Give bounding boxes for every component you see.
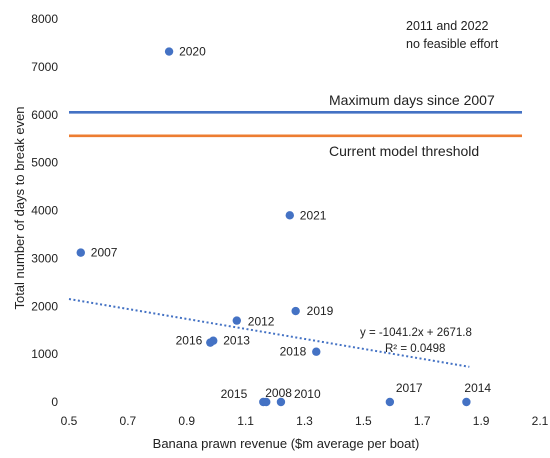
x-tick-label: 0.5 [61,414,78,428]
max-days-label: Maximum days since 2007 [329,92,495,108]
model-threshold-label: Current model threshold [329,143,479,159]
x-tick-label: 1.5 [355,414,372,428]
y-tick-label: 1000 [31,347,58,361]
data-point-2018 [312,347,321,356]
trendline-r-squared: R² = 0.0498 [385,343,445,355]
trendline-group [68,298,470,368]
data-point-2008 [262,397,271,407]
x-axis-ticks: 0.5 0.7 0.9 1.1 1.3 1.5 1.7 1.9 2.1 [61,414,549,428]
point-label-2018: 2018 [280,345,307,359]
data-point-2014 [462,397,471,407]
point-label-2013: 2013 [223,334,250,348]
x-tick-label: 1.7 [414,414,431,428]
y-tick-label: 3000 [31,251,58,265]
x-tick-label: 2.1 [532,414,549,428]
trendline-equation: y = -1041.2x + 2671.8 [360,327,472,339]
x-tick-label: 1.3 [296,414,313,428]
point-labels: 2007 2020 2012 2016 2013 2021 2019 2018 2015 2008… [91,45,492,401]
data-point-2013 [209,336,218,345]
trendline [68,298,470,368]
x-tick-label: 0.7 [120,414,137,428]
x-tick-label: 0.9 [178,414,195,428]
y-tick-label: 5000 [31,156,58,170]
data-point-2007 [76,248,85,257]
annotation-line-2: no feasible effort [406,37,499,51]
x-axis-title: Banana prawn revenue ($m average per boa… [153,436,420,451]
y-tick-label: 7000 [31,60,58,74]
point-label-2020: 2020 [179,45,206,59]
x-tick-label: 1.9 [473,414,490,428]
reference-lines [69,111,522,138]
point-label-2016: 2016 [176,334,203,348]
y-tick-label: 8000 [31,12,58,26]
y-tick-label: 2000 [31,299,58,313]
point-label-2014: 2014 [464,381,491,395]
data-point-2019 [291,306,300,316]
y-axis-ticks: 0 1000 2000 3000 4000 5000 6000 7000 8000 [31,12,58,409]
x-tick-label: 1.1 [237,414,254,428]
y-tick-label: 0 [51,395,58,409]
point-label-2007: 2007 [91,246,118,260]
point-label-2019: 2019 [307,304,334,318]
data-point-2012 [232,316,241,325]
y-tick-label: 6000 [31,108,58,122]
data-point-2021 [285,211,294,220]
y-axis-title: Total number of days to break even [12,106,27,309]
point-label-2017: 2017 [396,381,423,395]
data-point-2020 [164,47,174,56]
point-label-2010: 2010 [294,387,321,401]
y-tick-label: 4000 [31,204,58,218]
data-points [76,47,471,407]
point-label-2021: 2021 [300,208,327,222]
annotation-line-1: 2011 and 2022 [406,19,489,33]
data-point-2017 [385,397,395,407]
point-label-2012: 2012 [248,315,275,329]
point-label-2008: 2008 [265,386,292,400]
data-point-2010 [276,397,286,407]
point-label-2015: 2015 [221,387,248,401]
